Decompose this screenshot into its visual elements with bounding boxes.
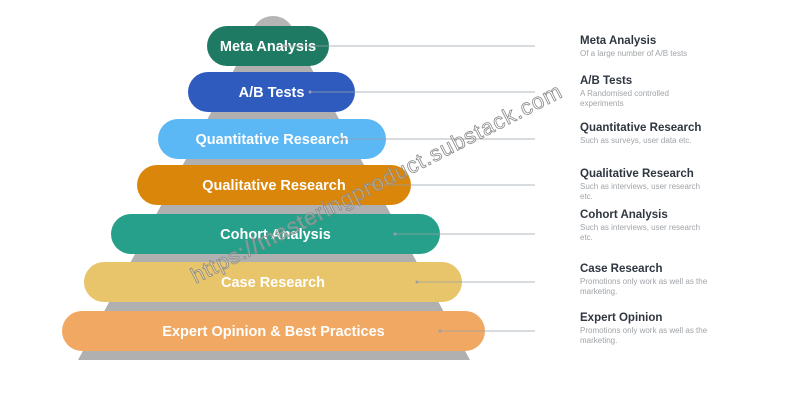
note-text: Such as interviews, user research etc.	[580, 182, 701, 201]
connector-dot	[438, 329, 442, 333]
note-text: Promotions only work as well as the mark…	[580, 326, 708, 345]
level-note: Case Research Promotions only work as wel…	[580, 263, 710, 297]
level-label: Qualitative Research	[202, 178, 345, 194]
level-label: Quantitative Research	[195, 132, 348, 148]
level-label: Expert Opinion & Best Practices	[162, 324, 384, 340]
level-note: Cohort Analysis Such as interviews, user …	[580, 209, 710, 243]
note-title: Qualitative Research	[580, 168, 694, 180]
note-title: Quantitative Research	[580, 122, 702, 134]
connector-dot	[364, 183, 368, 187]
connector-dot	[393, 232, 397, 236]
note-title: Expert Opinion	[580, 312, 663, 324]
level-note: Meta Analysis Of a large number of A/B te…	[580, 35, 710, 59]
level-pill	[84, 262, 462, 302]
note-text: A Randomised controlled experiments	[580, 89, 669, 108]
note-title: Meta Analysis	[580, 35, 657, 47]
connector-dot	[308, 90, 312, 94]
connector-dot	[415, 280, 419, 284]
level-pill	[188, 72, 355, 112]
note-title: Case Research	[580, 263, 663, 275]
connector-dot	[339, 137, 343, 141]
note-text: Such as surveys, user data etc.	[580, 136, 692, 145]
connector-dot	[282, 44, 286, 48]
level-note: Expert Opinion Promotions only work as we…	[580, 312, 710, 346]
level-pill	[158, 119, 386, 159]
level-note: A/B Tests A Randomised controlled experim…	[580, 75, 710, 109]
level-label: Case Research	[221, 275, 325, 291]
note-text: Of a large number of A/B tests	[580, 49, 688, 58]
note-text: Such as interviews, user research etc.	[580, 223, 701, 242]
level-pill	[62, 311, 485, 351]
level-pill	[111, 214, 440, 254]
level-label: A/B Tests	[239, 85, 305, 101]
note-text: Promotions only work as well as the mark…	[580, 277, 708, 296]
level-label: Cohort Analysis	[220, 227, 331, 243]
level-pill	[137, 165, 411, 205]
level-note: Quantitative Research Such as surveys, us…	[580, 122, 710, 146]
level-note: Qualitative Research Such as interviews, …	[580, 168, 710, 202]
level-label: Meta Analysis	[220, 39, 316, 55]
note-title: A/B Tests	[580, 75, 633, 87]
level-pill	[207, 26, 329, 66]
note-title: Cohort Analysis	[580, 209, 668, 221]
